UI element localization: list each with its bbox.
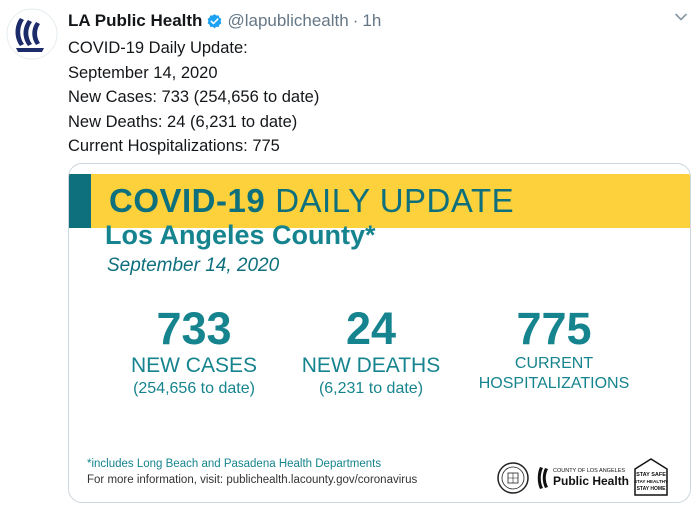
author-handle[interactable]: @lapublichealth (227, 11, 349, 30)
badge-line: STAY HEALTHY (634, 479, 668, 484)
banner-title-bold: COVID-19 (109, 182, 266, 219)
tweet-media-image[interactable]: COVID-19 DAILY UPDATE Los Angeles County… (68, 163, 691, 503)
avatar[interactable] (6, 8, 58, 60)
logo-big-text: Public Health (553, 474, 629, 488)
more-info-text: For more information, visit: publichealt… (87, 474, 418, 486)
stat-value: 775 (516, 303, 592, 354)
verified-badge-icon (208, 13, 222, 28)
logo-small-text: COUNTY OF LOS ANGELES (553, 468, 625, 474)
badge-line: STAY SAFE (636, 472, 666, 478)
banner-title: COVID-19 DAILY UPDATE (109, 174, 514, 228)
badge-line: STAY HOME (637, 486, 666, 492)
stat-value: 24 (345, 303, 397, 354)
stat-subtext: (254,656 to date) (133, 380, 255, 397)
stat-label: CURRENT (514, 355, 594, 372)
tweet-line: New Cases: 733 (254,656 to date) (68, 88, 320, 106)
tweet-line: Current Hospitalizations: 775 (68, 137, 280, 155)
stay-safe-badge-icon: STAY SAFE STAY HEALTHY STAY HOME (634, 458, 668, 496)
tweet-text: COVID-19 Daily Update: September 14, 202… (68, 36, 678, 159)
stat-subtext: (6,231 to date) (318, 380, 424, 397)
author-name[interactable]: LA Public Health (68, 11, 203, 30)
stat-new-cases: 733 NEW CASES (254,656 to date) (114, 304, 274, 400)
footnote: *includes Long Beach and Pasadena Health… (87, 458, 382, 470)
county-seal-icon (497, 462, 529, 494)
stat-label: NEW DEATHS (301, 354, 441, 377)
chevron-down-icon (675, 13, 687, 21)
la-public-health-logo-icon (6, 8, 58, 60)
tweet-line: September 14, 2020 (68, 63, 218, 82)
more-options-button[interactable] (668, 6, 694, 28)
county-name: Los Angeles County* (105, 220, 376, 250)
tweet-header: LA Public Health @lapublichealth · 1h (68, 10, 381, 32)
tweet-timestamp[interactable]: 1h (362, 11, 382, 30)
stat-label: HOSPITALIZATIONS (478, 375, 630, 392)
stat-label: NEW CASES (130, 354, 258, 377)
update-banner (69, 174, 690, 228)
banner-title-light: DAILY UPDATE (275, 182, 515, 219)
separator-dot: · (352, 11, 359, 30)
stat-new-deaths: 24 NEW DEATHS (6,231 to date) (291, 304, 451, 400)
banner-accent (69, 174, 91, 228)
update-date: September 14, 2020 (107, 255, 280, 276)
public-health-logo-icon: COUNTY OF LOS ANGELES Public Health (537, 467, 629, 489)
stat-value: 733 (156, 303, 232, 354)
tweet-line: COVID-19 Daily Update: (68, 39, 248, 57)
stat-hospitalizations: 775 CURRENT HOSPITALIZATIONS (469, 304, 639, 394)
tweet-line: New Deaths: 24 (6,231 to date) (68, 112, 298, 131)
